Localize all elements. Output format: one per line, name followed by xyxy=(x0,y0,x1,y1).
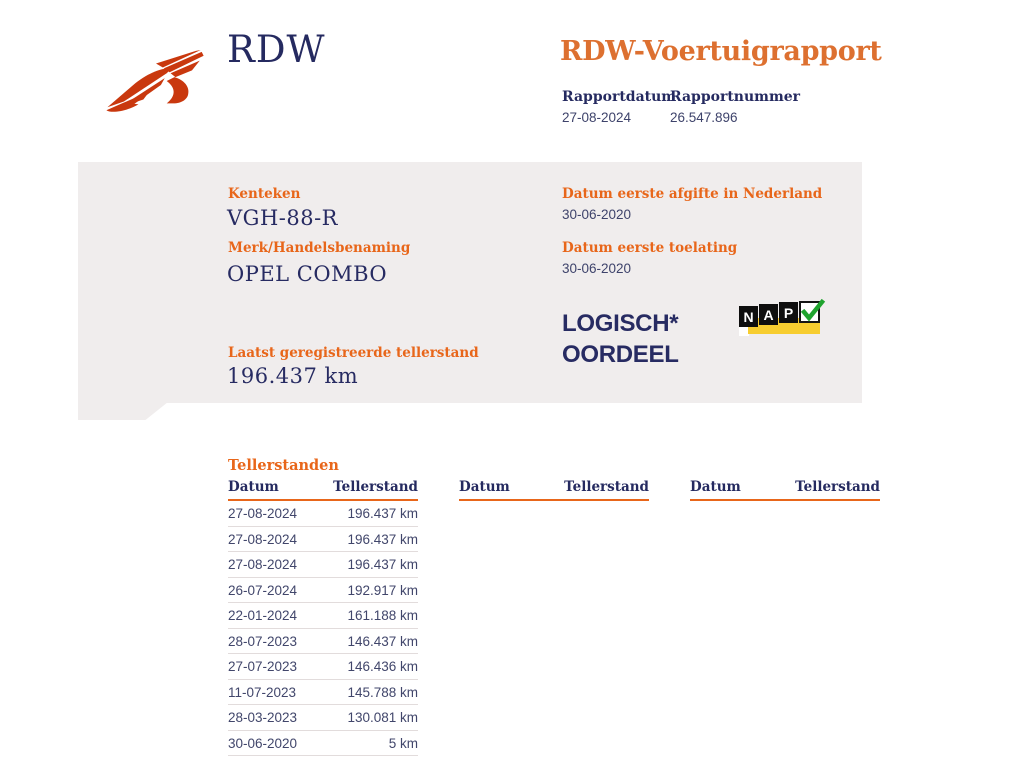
panel-corner-tab xyxy=(78,402,168,420)
table-header-row: Datum Tellerstand xyxy=(459,479,649,501)
page-title: RDW-Voertuigrapport xyxy=(560,36,882,67)
nap-logo: N A P xyxy=(738,298,826,338)
report-number-label: Rapportnummer xyxy=(670,89,801,105)
nap-checkmark-icon xyxy=(800,298,826,322)
row-tellerstand: 5 km xyxy=(388,735,418,751)
report-date-block: Rapportdatum 27-08-2024 xyxy=(562,89,676,125)
table-row: 27-08-2024 196.437 km xyxy=(228,501,418,527)
oordeel-line2: OORDEEL xyxy=(562,341,679,368)
nap-checkbox xyxy=(799,301,820,323)
row-datum: 27-08-2024 xyxy=(228,506,298,522)
row-tellerstand: 146.437 km xyxy=(347,633,418,649)
tellerstand-column-header: Tellerstand xyxy=(795,479,880,495)
datum-column-header: Datum xyxy=(690,479,741,495)
eerste-toelating-value: 30-06-2020 xyxy=(562,261,632,276)
brand-wordmark: RDW xyxy=(227,28,326,71)
laatste-tellerstand-value: 196.437 km xyxy=(227,364,359,388)
nap-letter-n: N xyxy=(739,306,758,327)
vehicle-summary-panel xyxy=(78,162,862,403)
kenteken-label: Kenteken xyxy=(228,186,301,202)
table-row: 27-07-2023 146.436 km xyxy=(228,654,418,680)
row-tellerstand: 161.188 km xyxy=(347,608,418,624)
report-number-value: 26.547.896 xyxy=(670,110,738,125)
row-tellerstand: 145.788 km xyxy=(347,684,418,700)
table-row: 27-08-2024 196.437 km xyxy=(228,527,418,552)
table-row: 27-08-2024 196.437 km xyxy=(228,552,418,578)
eerste-afgifte-label: Datum eerste afgifte in Nederland xyxy=(562,186,823,202)
report-date-value: 27-08-2024 xyxy=(562,110,632,125)
table-header-row: Datum Tellerstand xyxy=(228,479,418,501)
tellerstand-column-header: Tellerstand xyxy=(333,479,418,495)
row-datum: 11-07-2023 xyxy=(228,684,297,700)
table-row: 28-03-2023 130.081 km xyxy=(228,705,418,731)
kenteken-value: VGH-88-R xyxy=(227,206,338,230)
rdw-logo-icon xyxy=(106,49,204,112)
row-datum: 27-07-2023 xyxy=(228,659,298,675)
row-tellerstand: 192.917 km xyxy=(347,582,418,598)
table-row: 11-07-2023 145.788 km xyxy=(228,680,418,705)
row-datum: 27-08-2024 xyxy=(228,557,298,573)
oordeel-text: LOGISCH* OORDEEL xyxy=(562,308,679,370)
eerste-afgifte-value: 30-06-2020 xyxy=(562,207,632,222)
row-datum: 22-01-2024 xyxy=(228,608,298,624)
tellerstand-column-header: Tellerstand xyxy=(564,479,649,495)
merk-label: Merk/Handelsbenaming xyxy=(228,240,411,256)
row-tellerstand: 196.437 km xyxy=(347,557,418,573)
tellerstanden-section-title: Tellerstanden xyxy=(228,457,339,474)
row-tellerstand: 196.437 km xyxy=(347,506,418,522)
table-row: 26-07-2024 192.917 km xyxy=(228,578,418,603)
tellerstanden-table-group-2: Datum Tellerstand xyxy=(459,479,649,501)
datum-column-header: Datum xyxy=(459,479,510,495)
row-tellerstand: 196.437 km xyxy=(347,531,418,547)
row-datum: 30-06-2020 xyxy=(228,735,298,751)
laatste-tellerstand-label: Laatst geregistreerde tellerstand xyxy=(228,345,479,361)
table-row: 28-07-2023 146.437 km xyxy=(228,629,418,654)
nap-letter-a: A xyxy=(759,304,778,325)
row-datum: 26-07-2024 xyxy=(228,582,298,598)
merk-value: OPEL COMBO xyxy=(227,262,388,286)
table-row: 22-01-2024 161.188 km xyxy=(228,603,418,629)
row-datum: 27-08-2024 xyxy=(228,531,298,547)
row-tellerstand: 130.081 km xyxy=(347,710,418,726)
report-number-block: Rapportnummer 26.547.896 xyxy=(670,89,800,125)
table-row: 30-06-2020 5 km xyxy=(228,731,418,756)
row-datum: 28-07-2023 xyxy=(228,633,298,649)
datum-column-header: Datum xyxy=(228,479,279,495)
oordeel-line1: LOGISCH* xyxy=(562,310,679,337)
row-datum: 28-03-2023 xyxy=(228,710,298,726)
nap-white-square xyxy=(739,326,749,336)
tellerstanden-table-group-3: Datum Tellerstand xyxy=(690,479,880,501)
eerste-toelating-label: Datum eerste toelating xyxy=(562,240,738,256)
table-header-row: Datum Tellerstand xyxy=(690,479,880,501)
report-date-label: Rapportdatum xyxy=(562,89,677,105)
nap-letter-p: P xyxy=(779,302,798,323)
tellerstanden-table-group-1: Datum Tellerstand 27-08-2024 196.437 km … xyxy=(228,479,418,756)
row-tellerstand: 146.436 km xyxy=(347,659,418,675)
